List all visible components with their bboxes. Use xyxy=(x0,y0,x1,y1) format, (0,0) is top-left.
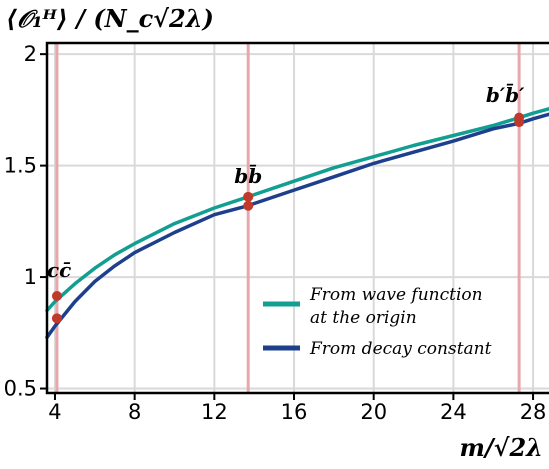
marker-layer xyxy=(51,112,525,324)
grid-layer xyxy=(47,43,549,393)
x-tick-label: 4 xyxy=(48,400,61,424)
x-tick-label: 20 xyxy=(360,400,387,424)
series-layer xyxy=(45,107,549,340)
y-tick-label: 0.5 xyxy=(4,377,37,401)
x-tick-label: 28 xyxy=(520,400,547,424)
legend-label-line: at the origin xyxy=(310,308,417,328)
x-tick-label: 24 xyxy=(440,400,467,424)
legend-label-line: From wave function xyxy=(309,285,483,305)
data-point-marker xyxy=(51,291,62,302)
data-point-marker xyxy=(514,117,525,128)
y-tick-label: 1 xyxy=(24,265,37,289)
data-point-marker xyxy=(243,191,254,202)
x-axis-title: m/√2λ xyxy=(460,433,543,462)
tick-layer: 4 8 12 16 20 24 28 0.5 1 1.5 2 xyxy=(4,42,547,424)
data-point-marker xyxy=(51,313,62,324)
x-tick-label: 12 xyxy=(201,400,228,424)
data-point-marker xyxy=(243,200,254,211)
plot-frame xyxy=(45,41,549,395)
state-label: bb̄ xyxy=(234,163,262,188)
y-tick-label: 1.5 xyxy=(4,154,37,178)
legend: From wave function at the origin From deca… xyxy=(263,285,492,359)
state-label: b′b̄′ xyxy=(486,82,525,107)
series-line xyxy=(45,112,549,340)
legend-label-wave-function: From wave function at the origin xyxy=(309,285,483,328)
x-tick-label: 16 xyxy=(281,400,308,424)
state-label: cc̄ xyxy=(47,258,71,282)
y-axis-title: ⟨𝒪₁ᴴ⟩ / (N_c√2λ) xyxy=(6,4,214,33)
reference-lines-layer xyxy=(55,43,521,393)
series-line xyxy=(45,107,549,313)
x-tick-label: 8 xyxy=(128,400,141,424)
legend-label-decay-constant: From decay constant xyxy=(309,339,492,359)
annotation-layer: cc̄ bb̄ b′b̄′ xyxy=(47,82,525,282)
y-tick-label: 2 xyxy=(24,42,37,66)
